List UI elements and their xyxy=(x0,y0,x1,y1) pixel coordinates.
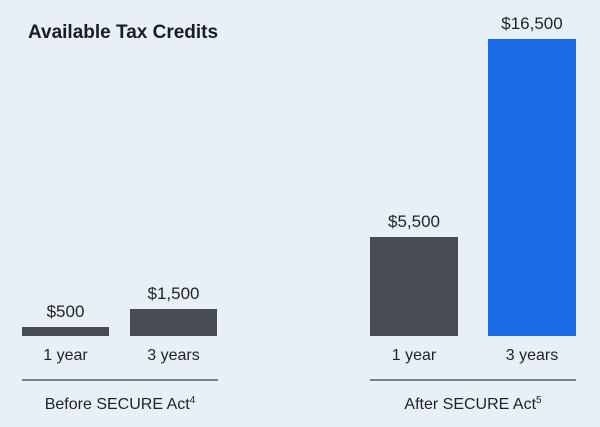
footnote-marker: 5 xyxy=(536,395,542,406)
bar xyxy=(488,39,576,336)
bar-value-label: $500 xyxy=(47,302,85,321)
bar-group: $5,500 1 year $16,500 3 years After SECURE A… xyxy=(370,14,576,413)
bar-value-label: $16,500 xyxy=(501,14,562,33)
bar xyxy=(370,237,458,336)
bars-layer: $500 1 year $1,500 3 years Before SECURE Act… xyxy=(22,14,576,413)
bar xyxy=(22,327,109,336)
category-label: 3 years xyxy=(147,347,199,364)
chart-title: Available Tax Credits xyxy=(28,22,218,43)
footnote-marker: 4 xyxy=(190,395,196,406)
group-label: Before SECURE Act4 xyxy=(45,395,196,413)
category-label: 1 year xyxy=(392,347,437,364)
bar-value-label: $5,500 xyxy=(388,212,440,231)
bar-value-label: $1,500 xyxy=(148,284,200,303)
category-label: 3 years xyxy=(506,347,558,364)
bar-group: $500 1 year $1,500 3 years Before SECURE Act… xyxy=(22,284,218,413)
group-label: After SECURE Act5 xyxy=(404,395,542,413)
category-label: 1 year xyxy=(43,347,88,364)
bar xyxy=(130,309,217,336)
